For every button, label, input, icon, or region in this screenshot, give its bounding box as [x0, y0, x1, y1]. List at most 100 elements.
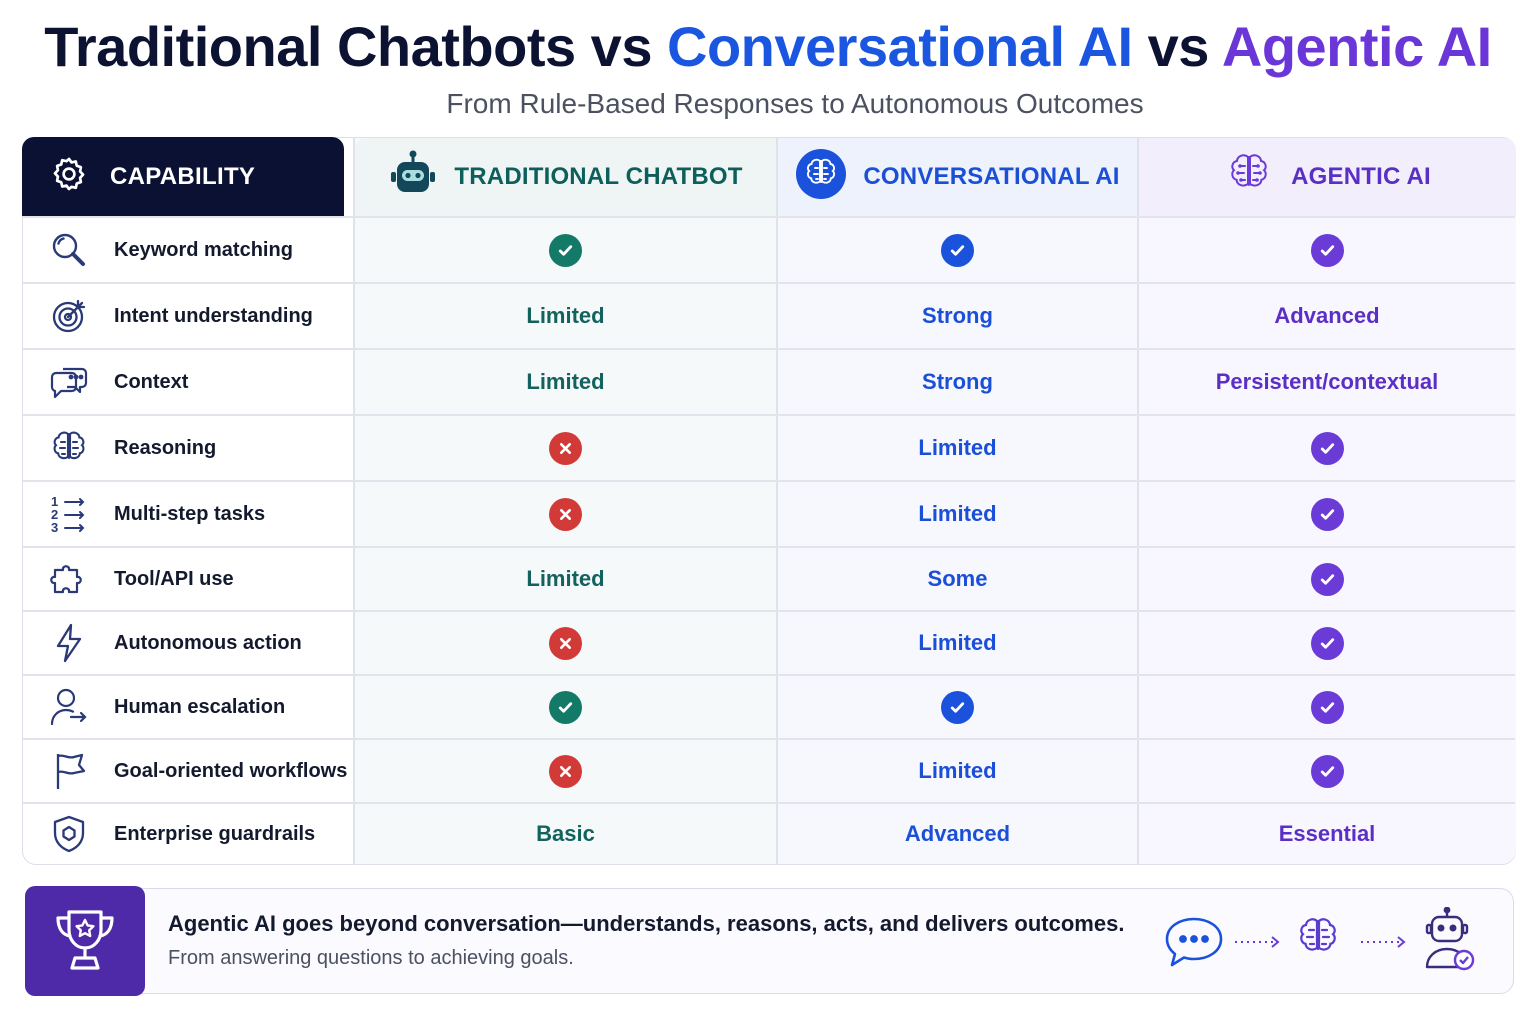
traditional-cell: Basic: [354, 803, 777, 865]
traditional-value: Limited: [526, 566, 605, 591]
cross-icon: [549, 431, 582, 465]
conversational-ai-header: CONVERSATIONAL AI: [777, 138, 1138, 216]
row-divider: [23, 802, 1515, 804]
check-icon: [1310, 562, 1344, 596]
conversational-cell: Strong: [777, 349, 1138, 415]
comparison-table: CAPABILITY TRADITIONAL CHATBOT: [22, 137, 1516, 865]
capability-label: Keyword matching: [114, 238, 293, 261]
column-divider: [353, 138, 355, 864]
check-icon: [1310, 233, 1344, 267]
summary-headline: Agentic AI goes beyond conversation—unde…: [168, 911, 1125, 936]
agentic-ai-header: AGENTIC AI: [1138, 138, 1516, 216]
conversational-cell: [777, 675, 1138, 739]
capability-cell: Goal-oriented workflows: [23, 739, 354, 803]
conversational-value: Some: [927, 566, 988, 591]
brain-circuit-icon: [1223, 148, 1275, 207]
conversational-value: Limited: [918, 435, 997, 460]
traditional-cell: [354, 217, 777, 283]
title-part-traditional: Traditional Chatbots vs: [44, 15, 668, 78]
conversational-value: Limited: [918, 630, 997, 655]
table-row: Keyword matching: [23, 217, 1516, 284]
row-divider: [23, 674, 1515, 676]
cross-icon: [549, 497, 582, 531]
check-icon: [1310, 626, 1344, 660]
traditional-value: Limited: [526, 303, 605, 328]
table-row: Human escalation: [23, 675, 1516, 740]
conversational-cell: Limited: [777, 611, 1138, 675]
traditional-value: Limited: [526, 369, 605, 394]
row-divider: [23, 414, 1515, 416]
traditional-chatbot-header: TRADITIONAL CHATBOT: [354, 138, 777, 216]
summary-callout: Agentic AI goes beyond conversation—unde…: [25, 886, 1514, 996]
agentic-cell: Advanced: [1138, 283, 1516, 349]
chat-bubble-icon: [1165, 917, 1223, 967]
agentic-cell: [1138, 611, 1516, 675]
capability-label: Goal-oriented workflows: [114, 759, 348, 782]
row-divider: [23, 738, 1515, 740]
agentic-cell: [1138, 675, 1516, 739]
trophy-icon: [25, 886, 145, 996]
target-icon: [49, 296, 89, 336]
capability-cell: 1 2 3 Multi-step tasks: [23, 481, 354, 547]
check-icon: [1310, 431, 1344, 465]
conversational-value: Limited: [918, 501, 997, 526]
traditional-value: Basic: [536, 821, 595, 846]
page-title: Traditional Chatbots vs Conversational A…: [0, 14, 1536, 80]
agentic-ai-header-label: AGENTIC AI: [1291, 163, 1431, 190]
row-divider: [23, 348, 1515, 350]
dotted-arrow-icon: [1361, 936, 1406, 948]
brain-icon: [49, 428, 89, 468]
agentic-cell: [1138, 547, 1516, 611]
table-row: 1 2 3 Multi-step tasks Limited: [23, 481, 1515, 548]
row-divider: [23, 610, 1515, 612]
brain-icon: [795, 148, 847, 207]
shield-icon: [49, 814, 89, 854]
capability-cell: Human escalation: [23, 675, 354, 739]
traditional-cell: [354, 675, 777, 739]
puzzle-icon: [49, 559, 89, 599]
table-row: Context Limited Strong Persistent/contextua…: [23, 349, 1515, 416]
cross-icon: [549, 626, 582, 660]
title-part-conversational: Conversational AI: [667, 15, 1133, 78]
conversational-cell: Strong: [777, 283, 1138, 349]
table-row: Intent understanding Limited Strong Advance…: [23, 283, 1516, 350]
capability-cell: Autonomous action: [23, 611, 354, 675]
title-part-vs: vs: [1132, 15, 1222, 78]
table-row: Enterprise guardrails Basic Advanced Essent…: [23, 803, 1515, 865]
check-icon: [941, 690, 974, 724]
row-divider: [23, 282, 1515, 284]
header-divider: [23, 216, 1515, 218]
table-row: Autonomous action Limited: [23, 611, 1516, 676]
capability-header: CAPABILITY: [22, 137, 344, 216]
agentic-value: Persistent/contextual: [1215, 369, 1439, 394]
capability-header-label: CAPABILITY: [110, 162, 256, 190]
robot-icon: [388, 150, 438, 205]
table-row: Reasoning Limited: [23, 415, 1515, 482]
traditional-cell: [354, 415, 777, 481]
svg-text:2: 2: [51, 507, 58, 522]
conversational-cell: [777, 217, 1138, 283]
cross-icon: [549, 754, 582, 788]
capability-label: Enterprise guardrails: [114, 822, 316, 845]
conversational-ai-header-label: CONVERSATIONAL AI: [863, 163, 1120, 190]
traditional-cell: Limited: [354, 547, 777, 611]
check-icon: [941, 233, 974, 267]
lightning-icon: [49, 623, 89, 663]
row-divider: [23, 546, 1515, 548]
capability-cell: Tool/API use: [23, 547, 354, 611]
check-icon: [549, 690, 582, 724]
capability-cell: Reasoning: [23, 415, 354, 481]
check-icon: [1310, 497, 1344, 531]
traditional-cell: [354, 739, 777, 803]
agentic-cell: [1138, 739, 1516, 803]
magnifier-icon: [49, 230, 89, 270]
agentic-cell: [1138, 217, 1516, 283]
conversational-cell: Limited: [777, 415, 1138, 481]
agentic-value: Essential: [1278, 821, 1376, 846]
capability-cell: Enterprise guardrails: [23, 803, 354, 865]
user-arrow-icon: [49, 687, 89, 727]
capability-label: Reasoning: [114, 436, 217, 459]
column-divider: [1137, 138, 1139, 864]
capability-label: Context: [114, 370, 189, 393]
